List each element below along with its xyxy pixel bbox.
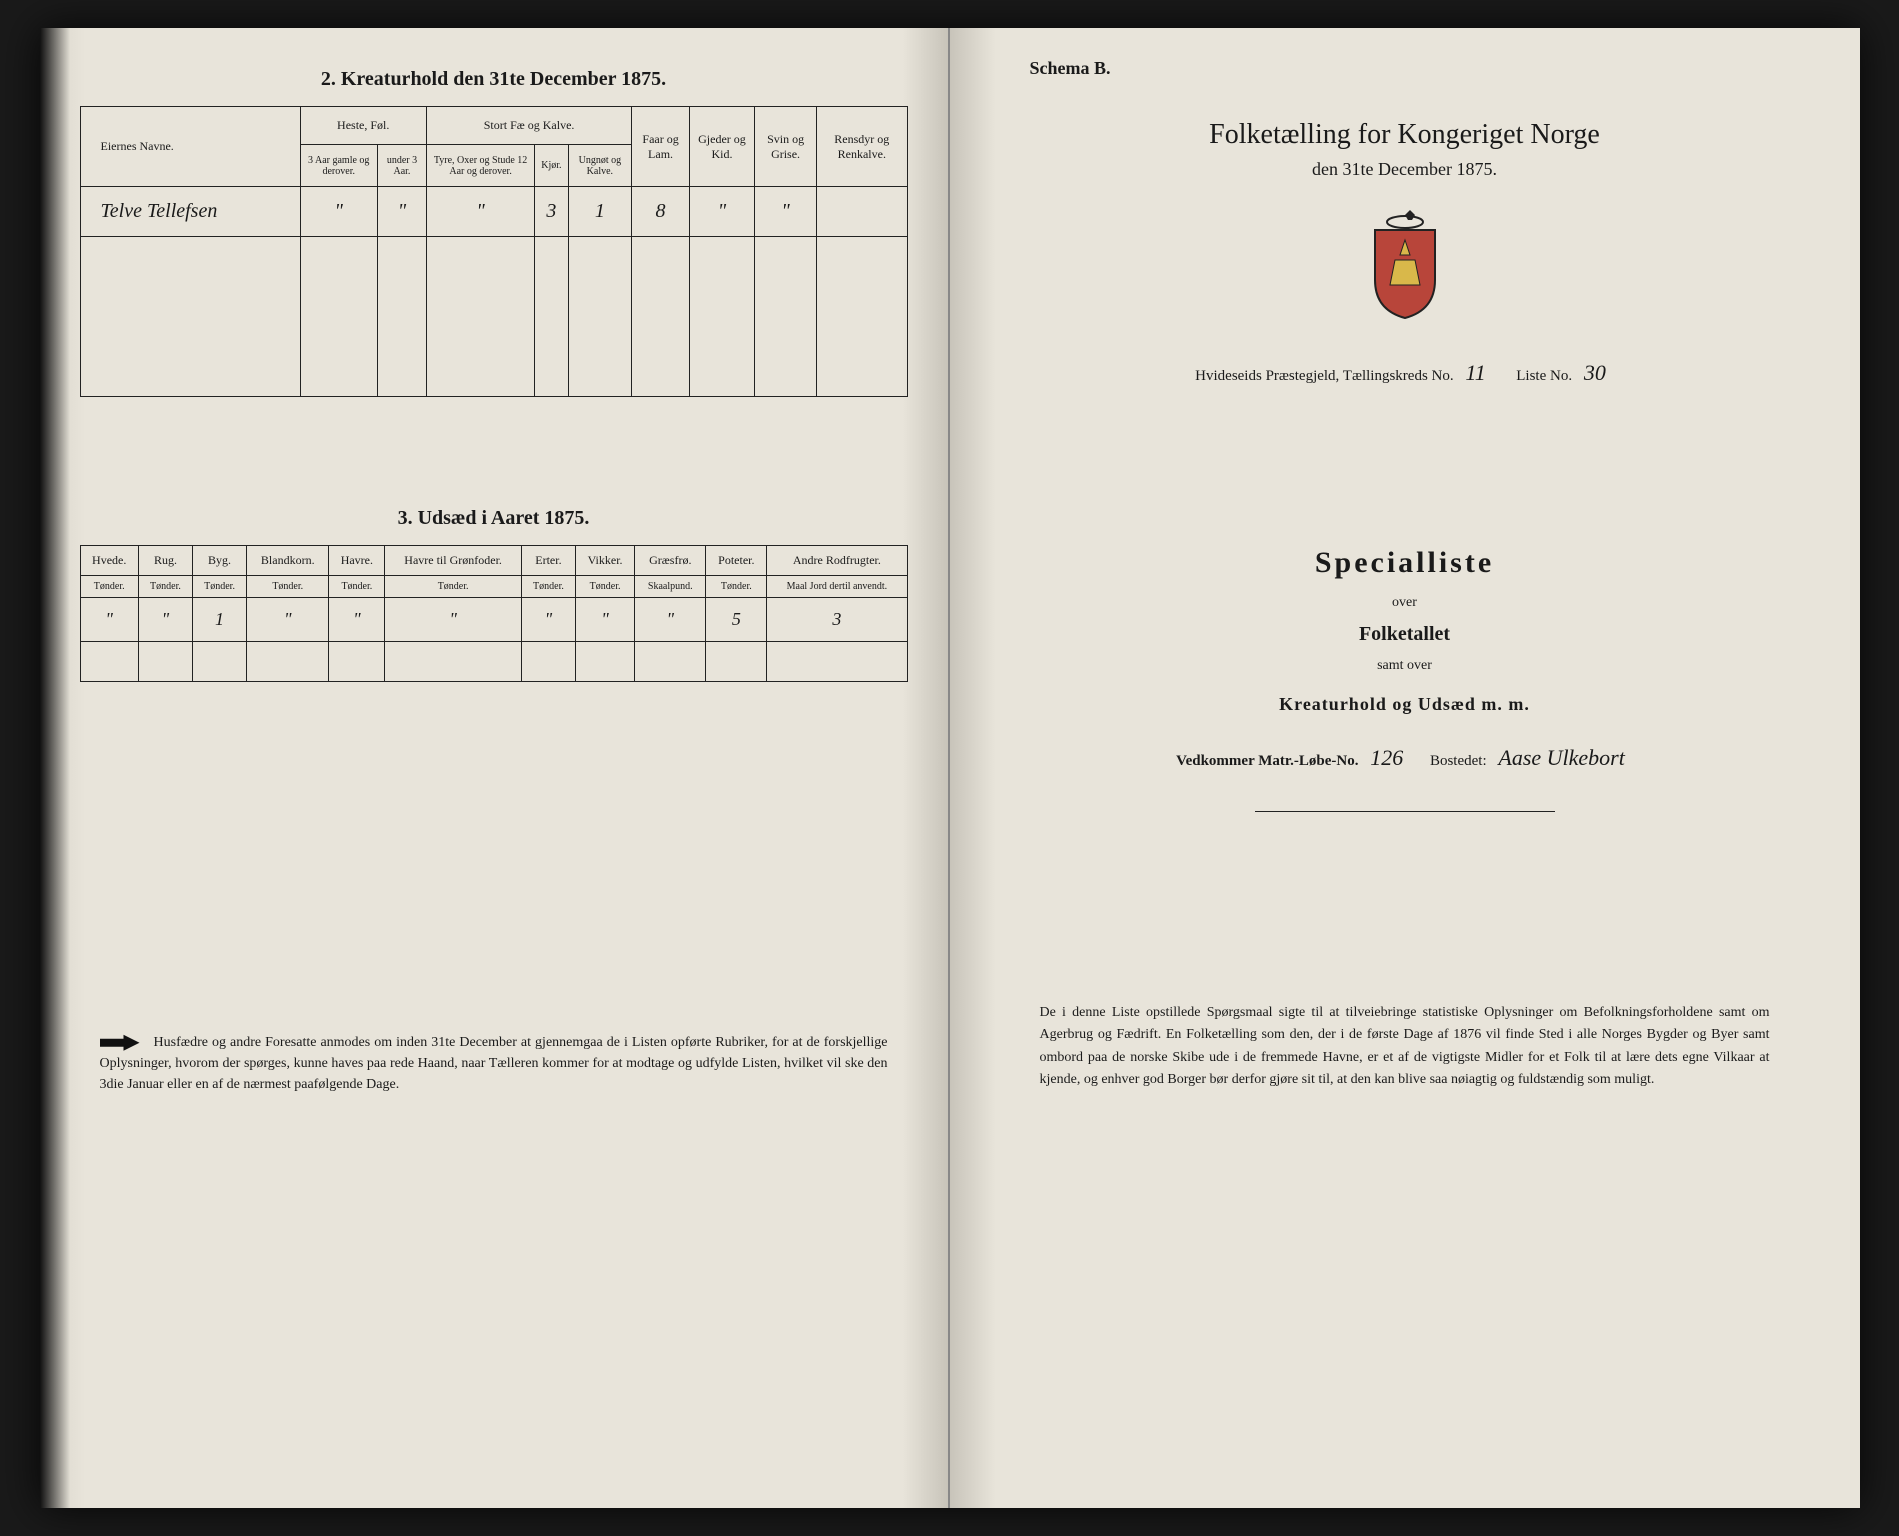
footnote-text: Husfædre og andre Foresatte anmodes om i… [100,1035,888,1092]
sub1: 3 Aar gamle og derover. [300,145,377,187]
matr-no: 126 [1362,745,1411,770]
s7: Tønder. [521,576,575,598]
s8: Tønder. [575,576,634,598]
binding-shadow [40,28,70,1508]
col-sheep: Faar og Lam. [632,107,690,187]
right-page: Schema B. Folketælling for Kongeriget No… [950,28,1860,1508]
cell: 8 [632,187,690,237]
table-empty-row [80,642,907,682]
spacer [990,446,1820,506]
col-goats: Gjeder og Kid. [689,107,754,187]
pointing-hand-icon [100,1033,140,1053]
bosted-label: Bostedet: [1430,753,1487,769]
s5: Tønder. [329,576,385,598]
specialliste-title: Specialliste [990,546,1820,580]
kreatur-label: Kreaturhold og Udsæd m. m. [990,694,1820,715]
s11: Maal Jord dertil anvendt. [767,576,907,598]
cell: " [385,598,522,642]
h3: Byg. [193,546,247,576]
h4: Blandkorn. [247,546,329,576]
sub4: Kjør. [535,145,568,187]
table-row: " " 1 " " " " " " 5 3 [80,598,907,642]
h5: Havre. [329,546,385,576]
table-row: Telve Tellefsen " " " 3 1 8 " " [80,187,907,237]
h7: Erter. [521,546,575,576]
cell: " [247,598,329,642]
sub5: Ungnøt og Kalve. [568,145,632,187]
table-header-row: Hvede. Rug. Byg. Blandkorn. Havre. Havre… [80,546,907,576]
h2: Rug. [138,546,192,576]
sub2: under 3 Aar. [377,145,426,187]
cell: " [138,598,192,642]
cell: 5 [706,598,767,642]
bottom-paragraph: De i denne Liste opstillede Spørgsmaal s… [990,1002,1820,1092]
folketallet-label: Folketallet [990,623,1820,646]
cell: 1 [568,187,632,237]
matr-line: Vedkommer Matr.-Løbe-No. 126 Bostedet: A… [990,745,1820,771]
s3: Tønder. [193,576,247,598]
cell: " [635,598,706,642]
divider-rule [1255,811,1555,812]
col-reindeer: Rensdyr og Renkalve. [817,107,907,187]
table-empty-row [80,237,907,397]
bosted-value: Aase Ulkebort [1490,745,1632,770]
cell: 3 [767,598,907,642]
cell: " [329,598,385,642]
census-title: Folketælling for Kongeriget Norge [990,119,1820,151]
book-spread: 2. Kreaturhold den 31te December 1875. E… [40,28,1860,1508]
cell: 1 [193,598,247,642]
table-header-row: Eiernes Navne. Heste, Føl. Stort Fæ og K… [80,107,907,145]
h9: Græsfrø. [635,546,706,576]
col-owner: Eiernes Navne. [80,107,300,187]
cell: " [575,598,634,642]
samt-label: samt over [990,658,1820,674]
s2: Tønder. [138,576,192,598]
cell: " [521,598,575,642]
spacer [80,682,908,1002]
parish-prefix: Hvideseids Præstegjeld, Tællingskreds No… [1195,368,1453,384]
liste-no: 30 [1576,360,1614,385]
kreatur-table: Eiernes Navne. Heste, Føl. Stort Fæ og K… [80,106,908,397]
table-subheader-row: Tønder. Tønder. Tønder. Tønder. Tønder. … [80,576,907,598]
h6: Havre til Grønfoder. [385,546,522,576]
parish-line: Hvideseids Præstegjeld, Tællingskreds No… [990,360,1820,386]
liste-label: Liste No. [1516,368,1572,384]
left-footnote: Husfædre og andre Foresatte anmodes om i… [80,1032,908,1095]
left-page: 2. Kreaturhold den 31te December 1875. E… [40,28,950,1508]
h1: Hvede. [80,546,138,576]
section3-title: 3. Udsæd i Aaret 1875. [80,507,908,530]
cell: " [300,187,377,237]
cell: 3 [535,187,568,237]
s6: Tønder. [385,576,522,598]
cell: " [377,187,426,237]
cell: " [755,187,817,237]
col-cattle: Stort Fæ og Kalve. [426,107,631,145]
cell: " [426,187,534,237]
section2-title: 2. Kreaturhold den 31te December 1875. [80,68,908,91]
cell-owner: Telve Tellefsen [80,187,300,237]
coat-of-arms-icon [1360,210,1450,320]
spacer [990,862,1820,962]
schema-label: Schema B. [1030,58,1820,79]
cell: " [80,598,138,642]
s9: Skaalpund. [635,576,706,598]
cell [817,187,907,237]
over-label: over [990,595,1820,611]
kreds-no: 11 [1457,360,1493,385]
s10: Tønder. [706,576,767,598]
udsaed-table: Hvede. Rug. Byg. Blandkorn. Havre. Havre… [80,545,908,682]
s1: Tønder. [80,576,138,598]
h10: Poteter. [706,546,767,576]
matr-label: Vedkommer Matr.-Løbe-No. [1176,753,1358,769]
h8: Vikker. [575,546,634,576]
col-pigs: Svin og Grise. [755,107,817,187]
col-horses: Heste, Føl. [300,107,426,145]
cell: " [689,187,754,237]
spacer [80,397,908,497]
sub3: Tyre, Oxer og Stude 12 Aar og derover. [426,145,534,187]
s4: Tønder. [247,576,329,598]
census-subtitle: den 31te December 1875. [990,159,1820,180]
h11: Andre Rodfrugter. [767,546,907,576]
